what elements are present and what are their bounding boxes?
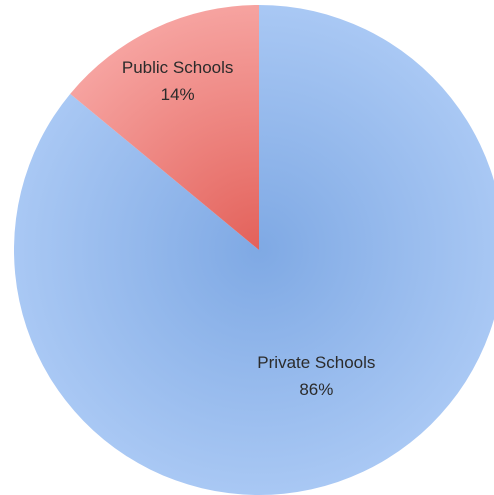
slice-percent-private-schools: 86% — [299, 380, 333, 399]
slice-percent-public-schools: 14% — [161, 85, 195, 104]
pie-slices — [14, 5, 494, 495]
pie-slice-private-schools — [14, 5, 494, 495]
pie-slice-public-schools — [70, 5, 259, 250]
slice-label-private-schools: Private Schools — [257, 353, 375, 372]
pie-labels: Private Schools 86% Public Schools 14% — [122, 58, 376, 399]
slice-label-public-schools: Public Schools — [122, 58, 234, 77]
